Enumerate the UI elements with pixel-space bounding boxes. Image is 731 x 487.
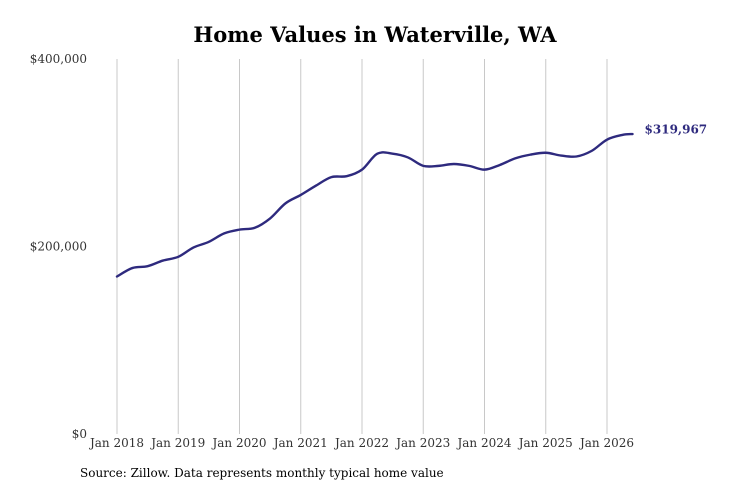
x-tick-label: Jan 2025 xyxy=(517,436,573,450)
x-tick-label: Jan 2018 xyxy=(88,436,144,450)
x-tick-label: Jan 2024 xyxy=(455,436,511,450)
y-tick-label: $0 xyxy=(72,427,87,441)
x-axis-ticks: Jan 2018 Jan 2019 Jan 2020 Jan 2021 Jan 2022… xyxy=(88,436,634,450)
source-note: Source: Zillow. Data represents monthly … xyxy=(80,466,444,480)
x-tick-label: Jan 2021 xyxy=(272,436,328,450)
end-value-label: $319,967 xyxy=(645,123,708,137)
chart-title: Home Values in Waterville, WA xyxy=(193,22,557,47)
x-tick-label: Jan 2020 xyxy=(210,436,266,450)
y-axis-ticks: $0 $200,000 $400,000 xyxy=(30,52,87,441)
grid-lines xyxy=(116,59,608,434)
x-tick-label: Jan 2026 xyxy=(578,436,634,450)
y-tick-label: $400,000 xyxy=(30,52,87,66)
x-tick-label: Jan 2019 xyxy=(149,436,205,450)
x-tick-label: Jan 2023 xyxy=(394,436,450,450)
x-tick-label: Jan 2022 xyxy=(333,436,389,450)
home-value-line xyxy=(115,132,634,278)
y-tick-label: $200,000 xyxy=(30,240,87,254)
